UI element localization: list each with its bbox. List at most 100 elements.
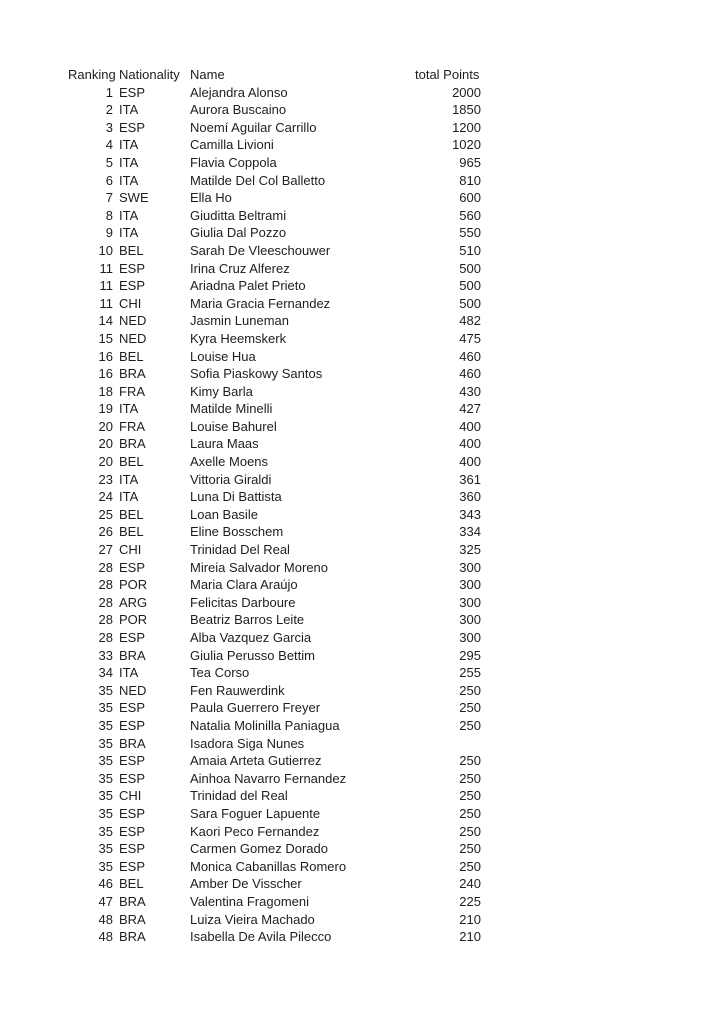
ranking-cell: 24	[98, 489, 113, 505]
ranking-cell: 11	[99, 260, 114, 276]
nationality-cell: ESP	[119, 841, 146, 857]
name-cell: Axelle Moens	[190, 454, 269, 470]
points-cell: 460	[459, 348, 481, 364]
points-cell: 510	[459, 242, 481, 258]
points-cell: 482	[459, 313, 481, 329]
ranking-cell: 35	[98, 841, 113, 857]
nationality-cell: ESP	[119, 823, 146, 839]
nationality-cell: ESP	[119, 278, 146, 294]
name-cell: Giulia Perusso Bettim	[190, 647, 315, 663]
nationality-cell: BRA	[119, 436, 146, 452]
nationality-cell: BRA	[119, 735, 146, 751]
ranking-cell: 23	[98, 471, 113, 487]
name-cell: Loan Basile	[190, 506, 258, 522]
points-cell: 250	[459, 682, 481, 698]
ranking-cell: 20	[98, 436, 113, 452]
name-cell: Aurora Buscaino	[190, 102, 287, 118]
points-cell: 1200	[452, 119, 481, 135]
ranking-cell: 1	[105, 84, 113, 100]
nationality-cell: NED	[119, 313, 147, 329]
ranking-cell: 28	[98, 559, 113, 575]
nationality-cell: POR	[119, 577, 148, 593]
nationality-cell: BRA	[119, 366, 146, 382]
name-cell: Amber De Visscher	[190, 876, 302, 892]
nationality-cell: BEL	[119, 242, 144, 258]
points-cell: 360	[459, 489, 481, 505]
name-cell: Eline Bosschem	[190, 524, 284, 540]
ranking-cell: 35	[98, 805, 113, 821]
nationality-cell: ESP	[119, 559, 146, 575]
name-cell: Natalia Molinilla Paniagua	[190, 717, 340, 733]
ranking-cell: 35	[98, 717, 113, 733]
ranking-cell: 20	[98, 454, 113, 470]
ranking-cell: 6	[105, 172, 113, 188]
name-cell: Valentina Fragomeni	[190, 893, 309, 909]
nationality-cell: BRA	[119, 911, 146, 927]
points-cell: 250	[459, 700, 481, 716]
points-cell: 300	[459, 630, 481, 645]
ranking-cell: 35	[98, 700, 113, 716]
ranking-cell: 35	[98, 682, 113, 698]
ranking-cell: 11	[99, 295, 114, 311]
points-cell: 460	[459, 366, 481, 382]
points-cell: 550	[459, 225, 481, 241]
ranking-cell: 20	[98, 418, 113, 434]
nationality-cell: BEL	[119, 876, 144, 892]
nationality-cell: ITA	[119, 137, 139, 153]
ranking-cell: 35	[98, 753, 113, 769]
name-cell: Vittoria Giraldi	[190, 471, 272, 487]
points-cell: 300	[459, 612, 481, 628]
ranking-cell: 28	[98, 630, 113, 645]
points-cell: 250	[459, 823, 481, 839]
name-cell: Irina Cruz Alferez	[190, 260, 290, 276]
nationality-cell: ITA	[119, 225, 139, 241]
name-cell: Ariadna Palet Prieto	[190, 278, 306, 294]
points-cell: 250	[459, 858, 481, 874]
points-cell: 255	[459, 665, 481, 681]
ranking-cell: 19	[98, 401, 113, 417]
ranking-cell: 5	[105, 154, 113, 170]
nationality-cell: ITA	[119, 489, 139, 505]
ranking-cell: 28	[98, 577, 113, 593]
name-cell: Monica Cabanillas Romero	[190, 858, 347, 874]
points-cell: 400	[459, 436, 481, 452]
ranking-cell: 35	[98, 858, 113, 874]
name-cell: Kaori Peco Fernandez	[190, 823, 320, 839]
ranking-cell: 16	[98, 366, 113, 382]
ranking-cell: 35	[98, 770, 113, 786]
points-cell: 475	[459, 330, 481, 346]
ranking-cell: 3	[105, 119, 113, 135]
name-cell: Felicitas Darboure	[190, 594, 296, 610]
nationality-cell: ESP	[119, 119, 146, 135]
points-cell: 295	[459, 647, 481, 663]
nationality-cell: NED	[119, 330, 147, 346]
points-cell: 1850	[452, 102, 481, 118]
nationality-cell: ITA	[119, 154, 139, 170]
points-cell: 427	[459, 401, 481, 417]
nationality-cell: ESP	[119, 858, 146, 874]
points-cell: 300	[459, 594, 481, 610]
name-cell: Amaia Arteta Gutierrez	[190, 753, 322, 769]
name-cell: Ella Ho	[190, 190, 232, 206]
name-cell: Trinidad Del Real	[190, 542, 290, 558]
nationality-cell: FRA	[119, 418, 145, 434]
name-cell: Giulia Dal Pozzo	[190, 225, 287, 241]
name-cell: Isadora Siga Nunes	[190, 735, 305, 751]
ranking-cell: 35	[98, 788, 113, 804]
nationality-cell: NED	[119, 682, 147, 698]
name-cell: Fen Rauwerdink	[190, 682, 285, 698]
ranking-cell: 4	[105, 137, 113, 153]
name-cell: Isabella De Avila Pilecco	[190, 929, 332, 945]
name-cell: Matilde Del Col Balletto	[190, 172, 326, 188]
points-cell: 560	[459, 207, 481, 223]
nationality-cell: BEL	[119, 348, 144, 364]
nationality-cell: ESP	[119, 84, 146, 100]
nationality-cell: ITA	[119, 471, 139, 487]
nationality-cell: ITA	[119, 172, 139, 188]
name-cell: Louise Bahurel	[190, 418, 277, 434]
ranking-cell: 48	[98, 929, 113, 945]
points-cell: 965	[459, 154, 481, 170]
nationality-cell: ARG	[119, 594, 148, 610]
ranking-cell: 26	[98, 524, 113, 540]
